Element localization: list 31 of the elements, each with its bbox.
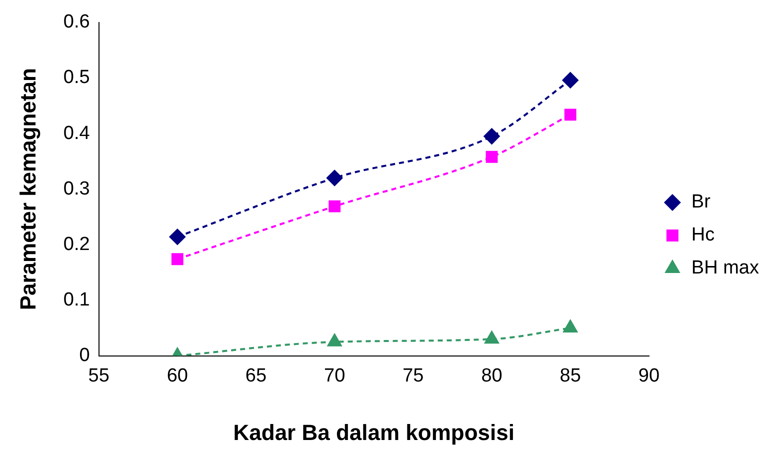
point <box>562 72 578 88</box>
x-tick-label: 55 <box>88 365 110 386</box>
x-tick-label: 90 <box>638 365 660 386</box>
x-tick-label: 75 <box>402 365 424 386</box>
x-tick-label: 60 <box>166 365 188 386</box>
y-axis-title: Parameter kemagnetan <box>15 68 40 310</box>
point <box>484 331 499 344</box>
point <box>564 108 576 121</box>
y-tick-label: 0 <box>79 345 90 366</box>
y-tick-label: 0.1 <box>63 289 90 310</box>
point <box>326 170 343 186</box>
point <box>328 334 342 346</box>
x-axis-title: Kadar Ba dalam komposisi <box>233 420 514 445</box>
y-tick-label: 0.5 <box>63 67 90 88</box>
legend-label: BH max <box>691 258 760 279</box>
x-tick-label: 85 <box>560 365 581 386</box>
x-tick-label: 70 <box>324 365 346 386</box>
y-tick-label: 0.6 <box>63 12 90 33</box>
y-tick-label: 0.4 <box>63 122 90 144</box>
y-tick-label: 0.2 <box>63 234 90 255</box>
point <box>328 200 341 212</box>
point <box>169 228 186 245</box>
point <box>486 150 498 163</box>
x-tick-label: 80 <box>481 365 502 386</box>
point <box>563 320 578 333</box>
legend-label: Hc <box>691 224 715 246</box>
y-tick-label: 0.3 <box>63 178 90 200</box>
point <box>484 128 500 144</box>
x-tick-label: 65 <box>245 365 267 386</box>
legend-label: Br <box>691 192 712 213</box>
point <box>171 253 184 266</box>
